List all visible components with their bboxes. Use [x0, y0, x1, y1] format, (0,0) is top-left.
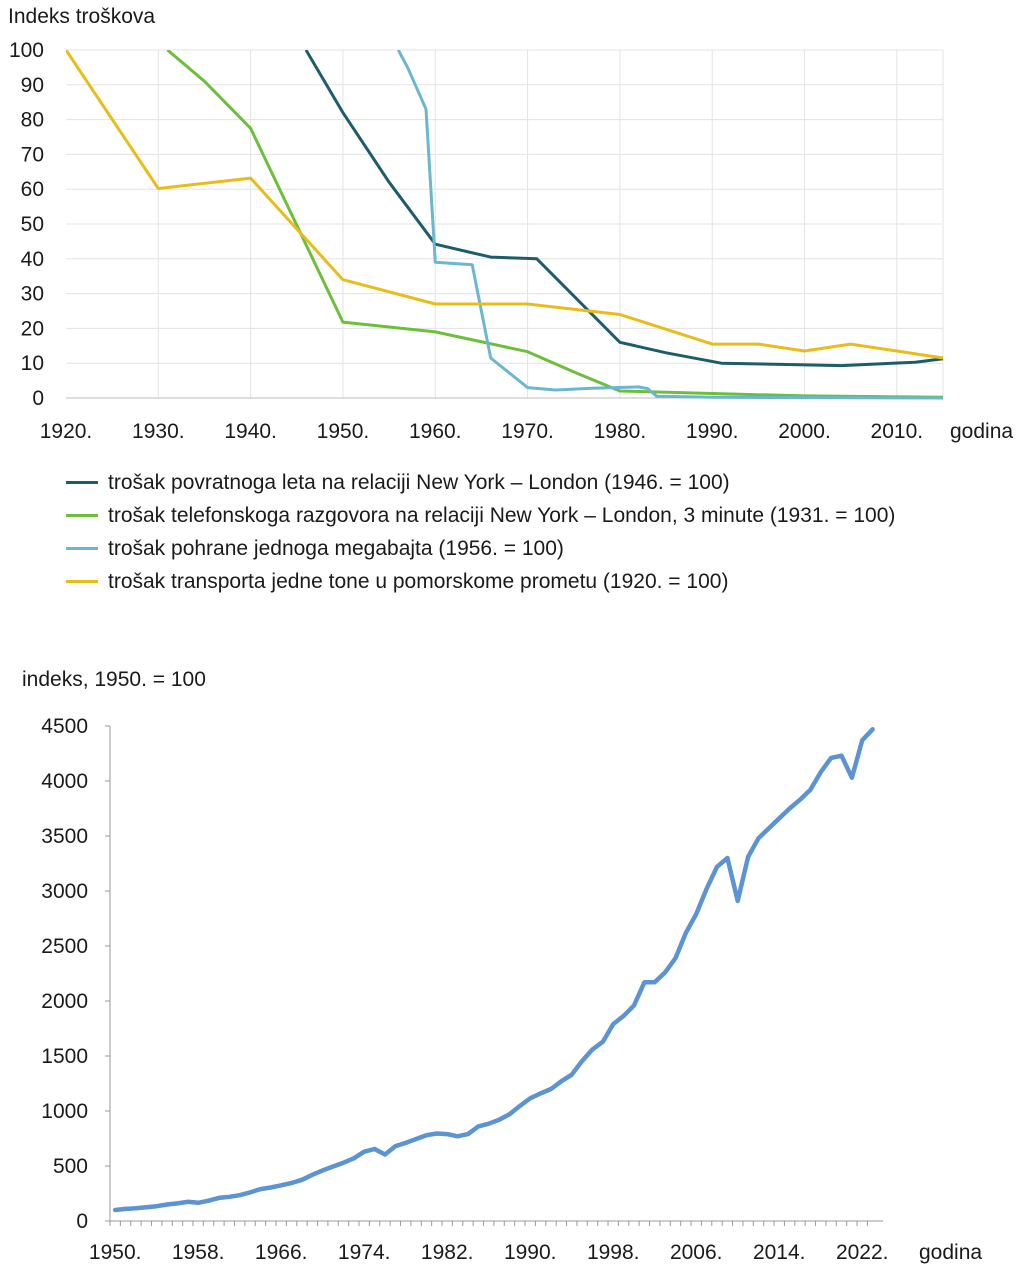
chart2-y-tick-label: 3500	[41, 825, 88, 848]
chart1-y-axis-title: Indeks troškova	[8, 5, 155, 28]
chart1-y-tick-label: 60	[21, 178, 44, 201]
chart1-x-tick-label: 1950.	[317, 420, 370, 443]
chart1-x-tick-label: 2010.	[871, 420, 924, 443]
chart2-x-tick-label: 1950.	[89, 1241, 142, 1264]
chart2-x-tick-label: 1998.	[587, 1241, 640, 1264]
legend-item-telephone: trošak telefonskoga razgovora na relacij…	[66, 499, 895, 532]
chart2-x-tick-label: 2014.	[753, 1241, 806, 1264]
chart2-y-tick-label: 0	[76, 1210, 88, 1233]
chart2-x-tick-label: 1982.	[421, 1241, 474, 1264]
chart2-x-axis-title: godina	[919, 1241, 982, 1264]
legend-swatch-flight	[66, 481, 98, 484]
chart2-y-tick-label: 2500	[41, 935, 88, 958]
chart2-x-tick-label: 2022.	[836, 1241, 889, 1264]
chart1-series-flight	[304, 50, 944, 368]
chart1-x-tick-label: 1920.	[40, 420, 93, 443]
chart1-x-axis-title: godina	[950, 420, 1013, 443]
chart1-x-tick-label: 1970.	[501, 420, 554, 443]
legend-label-storage: trošak pohrane jednoga megabajta (1956. …	[108, 536, 564, 560]
chart2-y-tick-label: 1000	[41, 1100, 88, 1123]
chart2-x-tick-label: 1958.	[172, 1241, 225, 1264]
chart2-x-tick-label: 1990.	[504, 1241, 557, 1264]
chart1-legend: trošak povratnoga leta na relaciji New Y…	[66, 466, 895, 598]
chart1-x-tick-label: 1980.	[594, 420, 647, 443]
cost-index-chart: Indeks troškova godina 0 10 20 30 40 50 60 70 80…	[8, 5, 1013, 443]
chart1-y-tick-label: 40	[21, 248, 44, 271]
chart1-gridlines	[66, 49, 944, 398]
legend-item-flight: trošak povratnoga leta na relaciji New Y…	[66, 466, 895, 499]
chart2-x-tick-label: 1966.	[255, 1241, 308, 1264]
chart2-y-tick-label: 3000	[41, 880, 88, 903]
chart1-y-tick-label: 10	[21, 352, 44, 375]
chart2-y-tick-label: 2000	[41, 990, 88, 1013]
chart2-y-tick-label: 4000	[41, 770, 88, 793]
chart2-y-tick-label: 4500	[41, 715, 88, 738]
legend-swatch-telephone	[66, 514, 98, 517]
chart1-y-tick-label: 0	[32, 387, 44, 410]
legend-label-flight: trošak povratnoga leta na relaciji New Y…	[108, 470, 730, 494]
chart1-x-tick-label: 1960.	[409, 420, 462, 443]
legend-item-shipping: trošak transporta jedne tone u pomorskom…	[66, 565, 895, 598]
legend-label-shipping: trošak transporta jedne tone u pomorskom…	[108, 569, 729, 593]
legend-swatch-shipping	[66, 580, 98, 583]
chart1-y-tick-label: 50	[21, 213, 44, 236]
chart1-series-storage	[396, 50, 944, 400]
chart1-y-tick-label: 100	[9, 39, 44, 62]
chart2-y-axis-title: indeks, 1950. = 100	[22, 668, 206, 691]
chart2-y-tick-label: 1500	[41, 1045, 88, 1068]
chart2-y-tick-label: 500	[53, 1155, 88, 1178]
chart1-x-tick-label: 1940.	[224, 420, 277, 443]
chart1-x-tick-label: 1930.	[132, 420, 185, 443]
chart1-y-tick-label: 90	[21, 74, 44, 97]
chart1-y-tick-label: 30	[21, 283, 44, 306]
chart1-series-telephone	[166, 50, 944, 399]
chart2-x-tick-label: 1974.	[338, 1241, 391, 1264]
chart1-x-tick-label: 2000.	[778, 420, 831, 443]
chart2-x-tick-label: 2006.	[670, 1241, 723, 1264]
chart1-y-tick-label: 80	[21, 109, 44, 132]
chart1-series-shipping	[66, 50, 944, 360]
chart1-y-tick-label: 20	[21, 317, 44, 340]
legend-label-telephone: trošak telefonskoga razgovora na relacij…	[108, 503, 896, 527]
chart1-x-tick-label: 1990.	[686, 420, 739, 443]
legend-item-storage: trošak pohrane jednoga megabajta (1956. …	[66, 532, 895, 565]
chart2-series-index	[112, 727, 875, 1213]
legend-swatch-storage	[66, 547, 98, 550]
chart1-y-tick-label: 70	[21, 143, 44, 166]
